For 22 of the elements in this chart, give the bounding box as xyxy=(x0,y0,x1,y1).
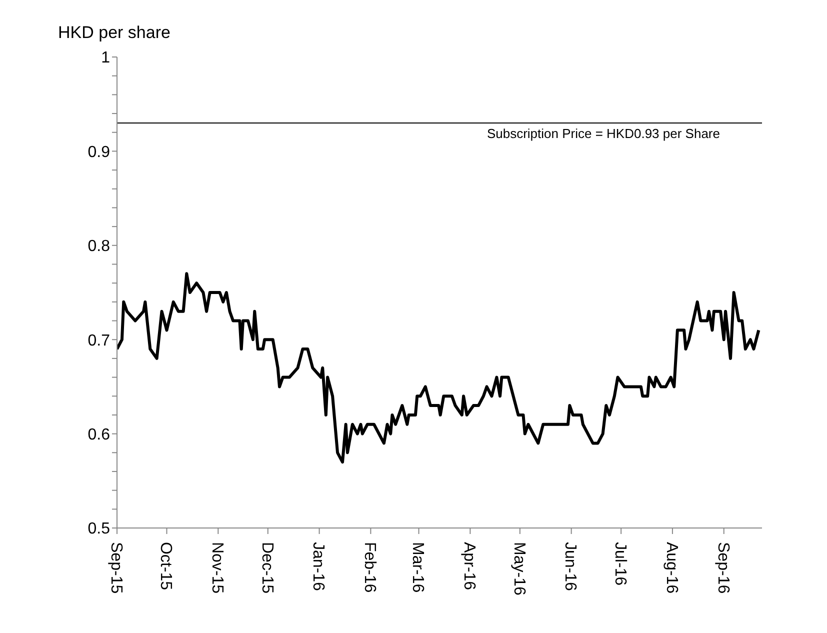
x-tick-label: Oct-15 xyxy=(157,542,174,590)
x-tick-label: Sep-16 xyxy=(714,542,732,594)
y-tick-label: 0.9 xyxy=(88,144,110,161)
line-series xyxy=(117,272,760,464)
x-tick-label: May-16 xyxy=(510,542,528,596)
x-tick-label: Sep-15 xyxy=(107,542,124,594)
x-tick-label: Nov-15 xyxy=(208,542,226,594)
x-tick-label: Jun-16 xyxy=(562,542,579,592)
x-tick-label: Dec-15 xyxy=(258,542,276,594)
y-tick-label: 0.5 xyxy=(88,520,110,538)
x-tick-label: Aug-16 xyxy=(662,542,680,594)
x-tick-label: Mar-16 xyxy=(409,542,426,593)
y-tick-label: 0.8 xyxy=(88,238,110,256)
x-tick-label: Feb-16 xyxy=(361,542,378,593)
y-axis-title: HKD per share xyxy=(58,23,170,43)
x-tick-label: Jul-16 xyxy=(611,542,628,586)
y-tick-label: 0.6 xyxy=(88,426,110,444)
y-tick-label: 1 xyxy=(101,50,110,67)
y-tick-label: 0.7 xyxy=(88,332,110,350)
x-tick-label: Jan-16 xyxy=(310,542,327,592)
x-tick-label: Apr-16 xyxy=(460,542,478,590)
ref-line-label: Subscription Price = HKD0.93 per Share xyxy=(486,126,720,142)
